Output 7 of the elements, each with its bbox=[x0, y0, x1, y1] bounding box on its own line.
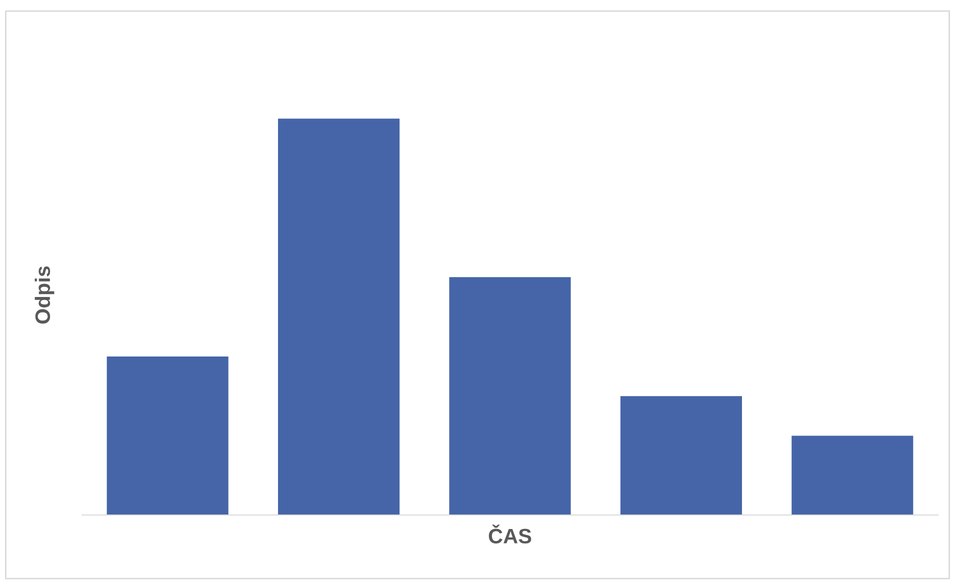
bar bbox=[620, 396, 742, 515]
bar bbox=[792, 436, 914, 515]
bar bbox=[106, 356, 228, 515]
bar bbox=[449, 277, 571, 515]
bar bbox=[278, 118, 400, 515]
y-axis-title: Odpis bbox=[34, 266, 54, 324]
x-axis-title: ČAS bbox=[488, 524, 532, 544]
